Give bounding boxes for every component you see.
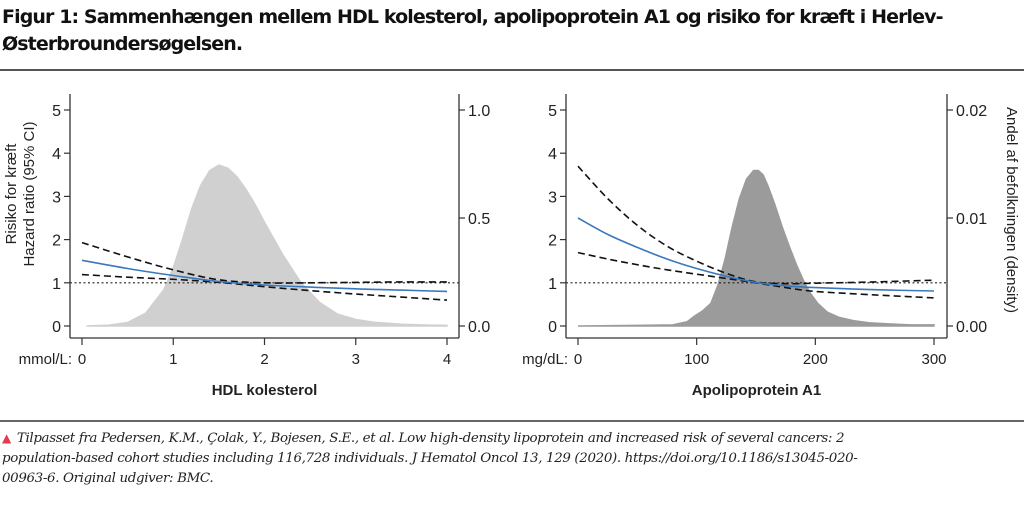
y2-tick-label: 0.5 [468, 211, 490, 228]
x-tick-label: 3 [352, 351, 360, 368]
bottom-divider [0, 420, 1024, 422]
x-tick-label: 0 [78, 351, 86, 368]
x-unit-label: mg/dL: [522, 351, 568, 368]
ci-lower-line [577, 251, 935, 299]
x-tick-label: 200 [803, 351, 828, 368]
ci-upper-line [81, 241, 447, 284]
y2-tick-label: 0.02 [956, 103, 987, 120]
y2-tick-label: 0.0 [468, 319, 490, 336]
x-tick-label: 100 [684, 351, 709, 368]
hdl-panel: 0 1 2 3 4 5 0.0 0.5 1.0 0 1 2 3 4 mmol/L: HDL kolestero… [3, 94, 490, 399]
figure-title: Figur 1: Sammenhængen mellem HDL koleste… [2, 6, 944, 55]
y2-tick-label: 0.00 [956, 319, 987, 336]
y-tick-label: 4 [52, 146, 61, 163]
x-tick-label: 1 [169, 351, 177, 368]
triangle-up-icon: ▲ [2, 431, 11, 445]
y2-tick-label: 0.01 [956, 211, 987, 228]
y-tick-label: 1 [548, 276, 557, 293]
ci-lower-line [81, 273, 448, 301]
hazard-ratio-line [81, 259, 448, 293]
x-tick-label: 0 [574, 351, 582, 368]
y-tick-label: 4 [548, 146, 557, 163]
y-axis-title-line1: Risiko for kræft [3, 143, 20, 245]
hazard-ratio-line [577, 217, 935, 292]
y-tick-label: 1 [52, 276, 61, 293]
y-tick-label: 2 [548, 233, 557, 250]
x-tick-label: 2 [260, 351, 268, 368]
source-footnote: ▲ Tilpasset fra Pedersen, K.M., Çolak, Y.… [2, 428, 882, 489]
x-axis-title: Apolipoprotein A1 [692, 382, 821, 399]
x-unit-label: mmol/L: [19, 351, 72, 368]
y-tick-label: 5 [548, 103, 557, 120]
top-divider [0, 69, 1024, 71]
apoa1-panel: 0 1 2 3 4 5 0.00 0.01 0.02 0 100 200 300 mg/dL: Apolip… [522, 94, 1020, 399]
y-axis-title-line2: Hazard ratio (95% CI) [21, 121, 38, 266]
x-axis-title: HDL kolesterol [212, 382, 318, 399]
y-tick-label: 3 [548, 189, 557, 206]
y2-tick-label: 1.0 [468, 103, 490, 120]
x-tick-label: 300 [921, 351, 946, 368]
y-tick-label: 0 [52, 319, 61, 336]
figure-charts: 0 1 2 3 4 5 0.0 0.5 1.0 0 1 2 3 4 mmol/L: HDL kolestero… [3, 94, 1020, 399]
density-area [577, 169, 935, 327]
ci-upper-line [577, 165, 935, 285]
y-tick-label: 0 [548, 319, 557, 336]
y-tick-label: 5 [52, 103, 61, 120]
y-tick-label: 2 [52, 233, 61, 250]
y-tick-label: 3 [52, 189, 61, 206]
x-tick-label: 4 [443, 351, 451, 368]
footnote-text: Tilpasset fra Pedersen, K.M., Çolak, Y.,… [2, 431, 858, 486]
y2-axis-title: Andel af befolkningen (density) [1003, 107, 1020, 313]
density-area [86, 164, 448, 327]
